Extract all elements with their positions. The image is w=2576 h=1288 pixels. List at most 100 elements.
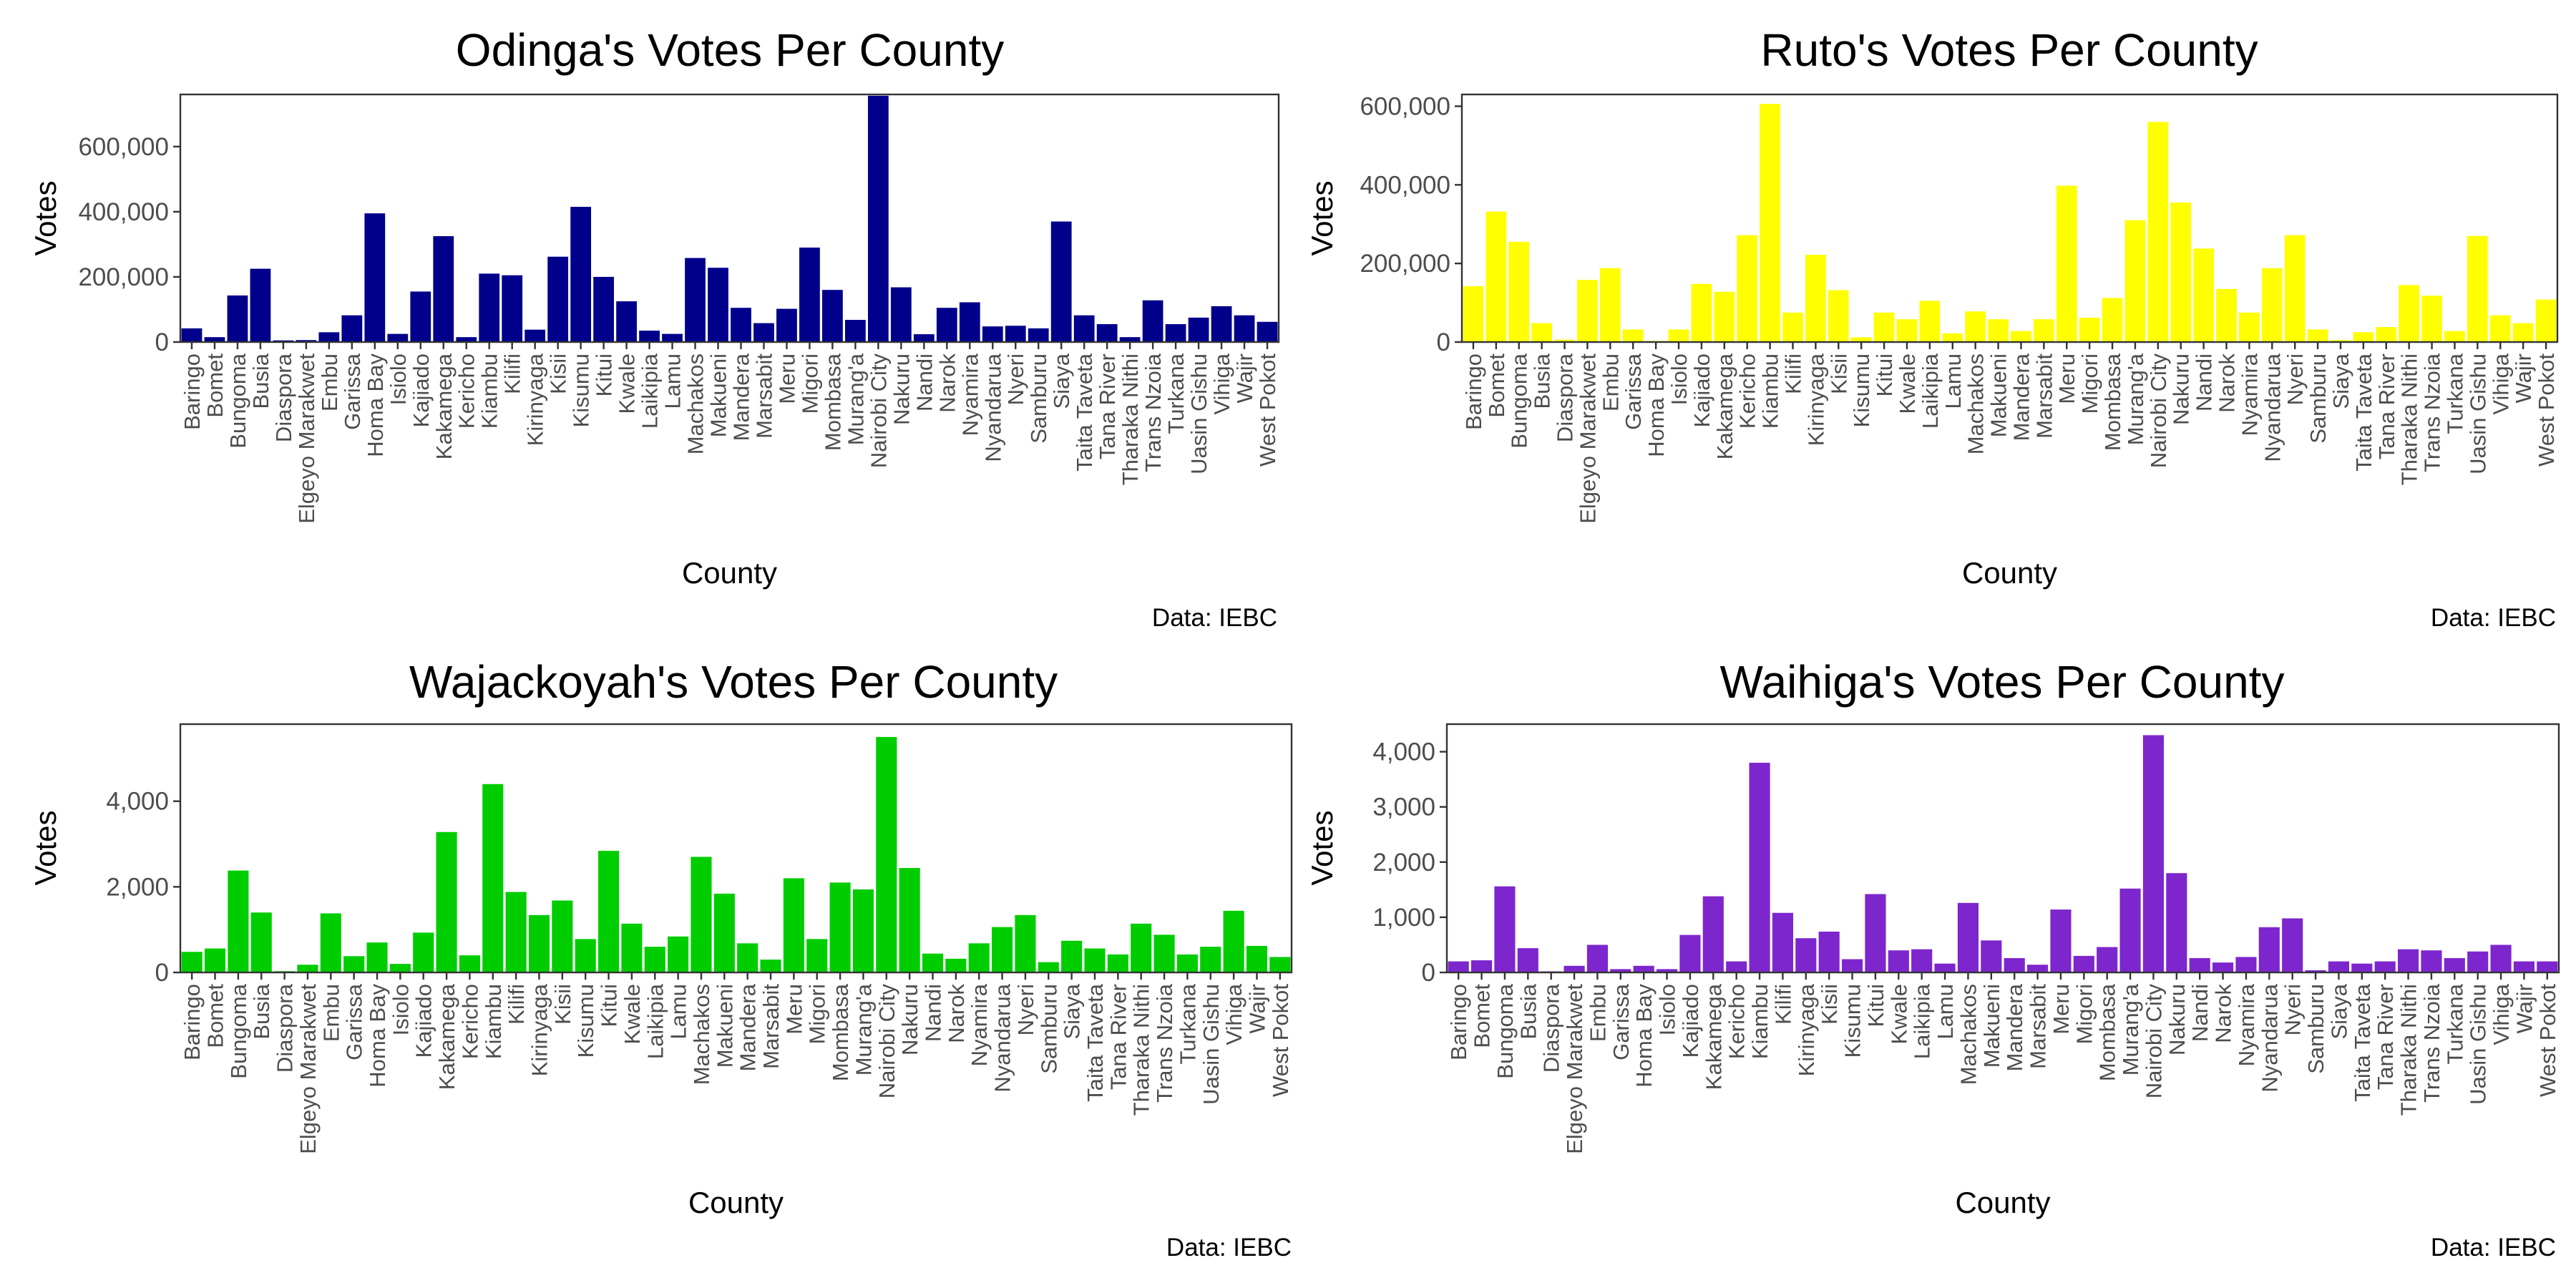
bar-nandi <box>922 953 944 972</box>
x-tick-label: Kitui <box>1863 984 1888 1027</box>
bar-mombasa <box>2097 947 2118 972</box>
bar-tana-river <box>2374 961 2396 972</box>
x-tick-label: Trans Nzoia <box>1152 983 1177 1103</box>
bar-nandi <box>2189 957 2210 972</box>
bar-kwale <box>616 301 637 342</box>
bar-nairobi-city <box>2147 122 2169 342</box>
bar-nyamira <box>2235 957 2257 972</box>
x-tick-label: Isiolo <box>1655 984 1680 1035</box>
bar-elgeyo-marakwet <box>1577 280 1598 342</box>
x-tick-label: Narok <box>935 353 960 413</box>
chart-caption: Data: IEBC <box>1166 1234 1292 1262</box>
plot-border <box>179 723 1293 974</box>
bar-bomet <box>204 948 226 972</box>
bar-nairobi-city <box>876 736 897 972</box>
bar-mandera <box>731 308 751 342</box>
bar-nandi <box>2193 248 2214 342</box>
x-tick-label: Nyandarua <box>990 983 1015 1092</box>
x-tick-label: Bungoma <box>225 353 250 448</box>
x-tick-label: Nyamira <box>2234 983 2259 1066</box>
bar-nyeri <box>1005 326 1026 342</box>
y-tick-label: 3,000 <box>1372 794 1435 821</box>
x-tick-label: Mandera <box>2009 353 2034 441</box>
bar-turkana <box>1165 323 1186 342</box>
bar-narok <box>945 958 967 972</box>
y-tick-label: 600,000 <box>1360 92 1450 120</box>
x-tick-label: Uasin Gishu <box>2465 353 2490 474</box>
x-tick-label: Kiambu <box>1747 984 1772 1059</box>
bar-nakuru <box>890 287 912 342</box>
bar-bungoma <box>1494 886 1516 972</box>
x-tick-label: Kisii <box>1826 353 1851 394</box>
x-axis-title: County <box>688 1186 784 1219</box>
x-tick-label: Nandi <box>2192 353 2217 411</box>
bar-kisii <box>1818 931 1840 972</box>
x-tick-label: Elgeyo Marakwet <box>1562 984 1587 1154</box>
bar-narok <box>2216 288 2237 342</box>
bar-tharaka-nithi <box>2399 285 2420 342</box>
bar-taita-taveta <box>2351 963 2373 972</box>
x-tick-label: West Pokot <box>1255 353 1280 467</box>
bar-busia <box>1531 323 1552 342</box>
x-tick-label: Machakos <box>683 353 708 454</box>
x-tick-label: Isiolo <box>1667 353 1692 405</box>
x-tick-label: Kajiado <box>1678 984 1703 1058</box>
bar-makueni <box>713 893 735 972</box>
bar-vihiga <box>1211 306 1232 342</box>
bar-nyandarua <box>2261 268 2283 342</box>
y-tick-label: 2,000 <box>1372 849 1435 877</box>
x-tick-label: Isiolo <box>386 353 411 405</box>
x-tick-label: Siaya <box>2328 353 2353 409</box>
bar-wajir <box>2512 323 2534 342</box>
bar-elgeyo-marakwet <box>297 965 318 972</box>
bar-vihiga <box>2489 315 2511 342</box>
x-tick-label: Meru <box>2054 353 2079 404</box>
x-tick-label: Nakuru <box>2169 353 2194 425</box>
bar-baringo <box>1448 961 1469 972</box>
bar-kiambu <box>479 273 500 342</box>
x-tick-label: Murang'a <box>843 353 868 445</box>
bar-embu <box>1586 945 1609 972</box>
chart-caption: Data: IEBC <box>2431 1234 2556 1262</box>
bar-kitui <box>1873 312 1895 342</box>
bar-west-pokot <box>2535 299 2557 342</box>
bar-tharaka-nithi <box>1131 923 1152 972</box>
x-tick-label: Nakuru <box>889 353 914 425</box>
x-tick-label: Homa Bay <box>365 984 390 1088</box>
x-tick-label: Uasin Gishu <box>1186 353 1211 474</box>
bar-lamu <box>662 333 683 342</box>
x-tick-label: Trans Nzoia <box>2420 353 2445 472</box>
bar-kericho <box>1726 961 1747 972</box>
x-tick-label: Tharaka Nithi <box>1118 353 1143 485</box>
bar-garissa <box>1610 969 1631 972</box>
bar-bomet <box>204 337 225 342</box>
bar-laikipia <box>644 947 665 972</box>
x-tick-label: Nyandarua <box>2257 983 2282 1092</box>
x-tick-label: Makueni <box>1979 984 2004 1068</box>
bar-kisii <box>547 256 569 342</box>
y-tick-label: 400,000 <box>1360 171 1450 199</box>
x-tick-label: Elgeyo Marakwet <box>1575 353 1600 524</box>
y-tick-label: 600,000 <box>78 133 169 161</box>
y-tick-label: 0 <box>155 328 169 356</box>
x-tick-label: Kilifi <box>1780 353 1805 394</box>
bar-samburu <box>2305 970 2326 972</box>
bar-baringo <box>1463 286 1484 342</box>
bar-tharaka-nithi <box>1119 337 1141 342</box>
bar-kajiado <box>413 932 434 972</box>
x-tick-label: Migori <box>2072 984 2097 1044</box>
bar-isiolo <box>387 333 409 342</box>
x-tick-label: Kericho <box>1724 984 1750 1059</box>
bar-migori <box>799 247 820 342</box>
x-tick-label: Homa Bay <box>1631 984 1657 1088</box>
bar-trans-nzoia <box>2421 296 2442 342</box>
x-tick-label: Vihiga <box>2488 353 2513 414</box>
bar-makueni <box>1981 940 2002 972</box>
x-tick-label: Murang'a <box>851 983 876 1075</box>
x-tick-label: Tharaka Nithi <box>2397 353 2422 485</box>
bar-uasin-gishu <box>2467 235 2488 342</box>
bar-isiolo <box>1668 329 1689 342</box>
bar-garissa <box>1622 329 1644 342</box>
bar-samburu <box>2307 329 2328 342</box>
x-tick-label: Isiolo <box>388 984 413 1035</box>
